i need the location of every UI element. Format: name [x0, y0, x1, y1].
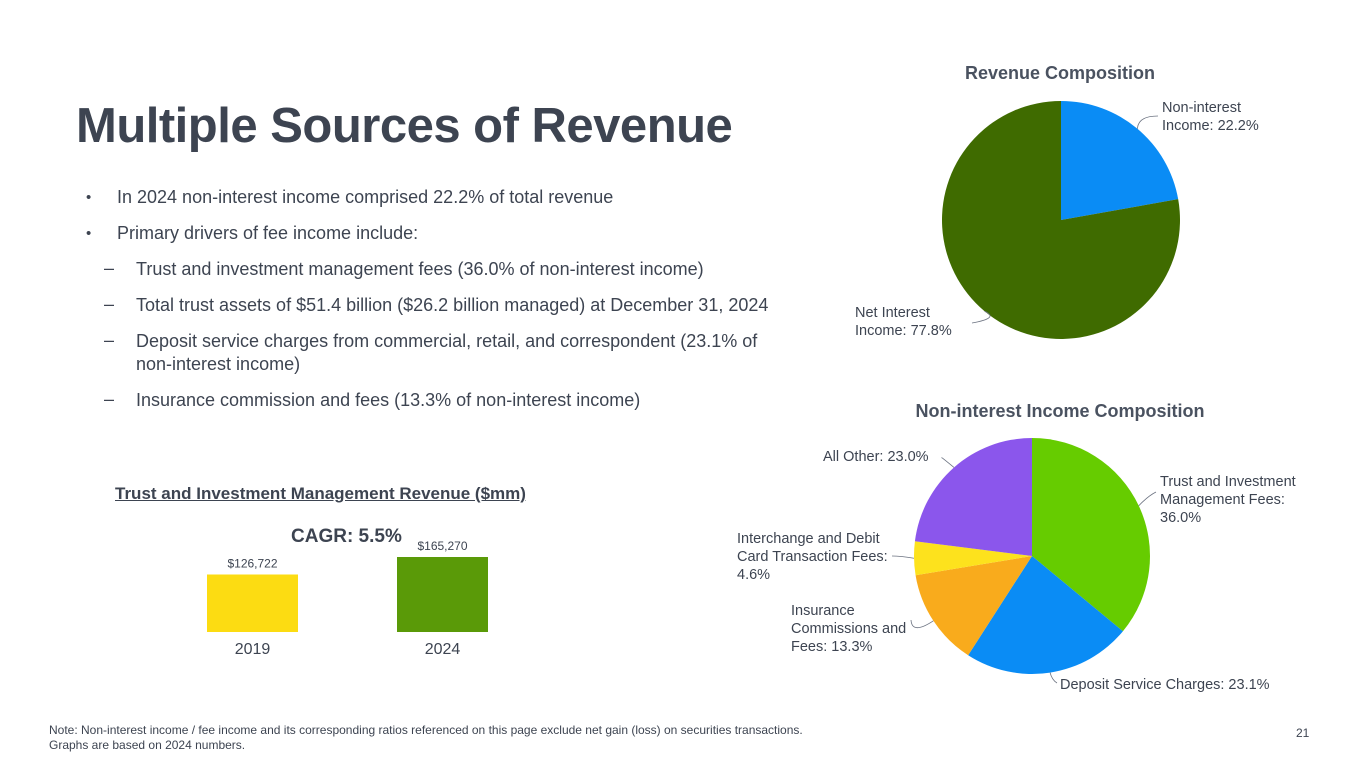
page-number: 21 [1296, 726, 1310, 740]
revenue-composition-pie: Non-interest Income: 22.2% Net Interest Inc… [855, 100, 1259, 339]
pie-label-line: Non-interest [1162, 100, 1241, 116]
bullet-text: In 2024 non-interest income comprised 22… [117, 187, 614, 207]
trust-revenue-bar-chart: $126,722 2019 $165,270 2024 [207, 539, 488, 658]
bar-category-label: 2019 [235, 641, 271, 658]
bullet-marker: – [104, 294, 115, 314]
pie-label-line: Interchange and Debit [737, 531, 880, 547]
bullet-marker: • [86, 189, 92, 206]
pie-slice-deposit-service-charges [968, 556, 1123, 674]
leader-line [910, 619, 934, 629]
pie-slice-interchange-and-debit-card-transaction-fees [914, 541, 1032, 576]
pie-slice-all-other [914, 438, 1032, 556]
footnote-line: Graphs are based on 2024 numbers. [49, 738, 246, 752]
bar-2019 [207, 574, 298, 632]
pie-label-line: 4.6% [737, 567, 770, 583]
sub-bullet-item: – Total trust assets of $51.4 billion ($2… [84, 294, 784, 317]
pie-label-line: Income: 22.2% [1162, 118, 1259, 134]
bullet-item: • Primary drivers of fee income include: [84, 222, 784, 245]
pie-label-line: Commissions and [791, 621, 906, 637]
pie-label-line: 36.0% [1160, 510, 1201, 526]
bullet-marker: • [86, 225, 92, 242]
leader-line [971, 310, 991, 324]
non-interest-income-pie: Trust and Investment Management Fees: 36.0… [737, 438, 1296, 693]
bullet-text: Trust and investment management fees (36… [136, 259, 704, 279]
footnote-line: Note: Non-interest income / fee income a… [49, 723, 803, 737]
bullet-marker: – [104, 258, 115, 278]
pie-label-net-interest-income: Net Interest Income: 77.8% [855, 305, 952, 339]
bar-category-label: 2024 [425, 641, 461, 658]
bar-chart-title: Trust and Investment Management Revenue … [115, 484, 526, 503]
bullet-list: • In 2024 non-interest income comprised 2… [84, 186, 784, 425]
pie-label-line: Income: 77.8% [855, 323, 952, 339]
bar-2024 [397, 557, 488, 632]
leader-line [1049, 672, 1058, 684]
pie-label-line: Fees: 13.3% [791, 639, 873, 655]
bar-value-label: $126,722 [227, 556, 277, 570]
sub-bullet-item: – Deposit service charges from commercial… [84, 330, 784, 376]
bullet-item: • In 2024 non-interest income comprised 2… [84, 186, 784, 209]
bullet-text: Deposit service charges from commercial,… [136, 331, 758, 374]
pie-slice-insurance-commissions-and-fees [915, 556, 1032, 656]
bullet-text: Primary drivers of fee income include: [117, 223, 419, 243]
revenue-pie-title: Revenue Composition [964, 63, 1156, 83]
sub-bullet-item: – Trust and investment management fees (3… [84, 258, 784, 281]
pie-label-deposit-service-charges: Deposit Service Charges: 23.1% [1060, 677, 1270, 693]
pie-label-line: Management Fees: [1160, 492, 1285, 508]
leader-line [891, 555, 915, 559]
bullet-marker: – [104, 330, 115, 350]
pie-label-line: Insurance [791, 603, 855, 619]
bar-value-label: $165,270 [417, 539, 467, 553]
bullet-text: Insurance commission and fees (13.3% of … [136, 390, 641, 410]
bullet-text: Total trust assets of $51.4 billion ($26… [136, 295, 769, 315]
pie-label-trust-and-investment-management-fees: Trust and Investment Management Fees: 36.0… [1160, 474, 1296, 526]
pie-label-line: Net Interest [855, 305, 930, 321]
page-title: Multiple Sources of Revenue [76, 99, 733, 153]
pie-label-all-other: All Other: 23.0% [823, 449, 929, 465]
sub-bullet-item: – Insurance commission and fees (13.3% of… [84, 389, 784, 412]
leader-line [1138, 491, 1157, 507]
bullet-marker: – [104, 389, 115, 409]
leader-line [1137, 115, 1159, 129]
cagr-annotation: CAGR: 5.5% [291, 526, 402, 547]
footnote: Note: Non-interest income / fee income a… [49, 723, 803, 753]
pie-label-line: All Other: 23.0% [823, 449, 929, 465]
pie-slice-non-interest-income [1061, 101, 1179, 220]
pie-slice-trust-and-investment-management-fees [1032, 438, 1150, 632]
pie-label-line: Card Transaction Fees: [737, 549, 888, 565]
pie-label-interchange-and-debit-card-transaction-fees: Interchange and Debit Card Transaction Fe… [737, 531, 888, 583]
pie-label-insurance-commissions-and-fees: Insurance Commissions and Fees: 13.3% [791, 603, 906, 655]
nii-pie-title: Non-interest Income Composition [915, 401, 1205, 421]
pie-label-non-interest-income: Non-interest Income: 22.2% [1162, 100, 1259, 134]
pie-label-line: Trust and Investment [1160, 474, 1296, 490]
pie-slice-net-interest-income [942, 101, 1180, 339]
leader-line [941, 457, 955, 468]
pie-label-line: Deposit Service Charges: 23.1% [1060, 677, 1270, 693]
